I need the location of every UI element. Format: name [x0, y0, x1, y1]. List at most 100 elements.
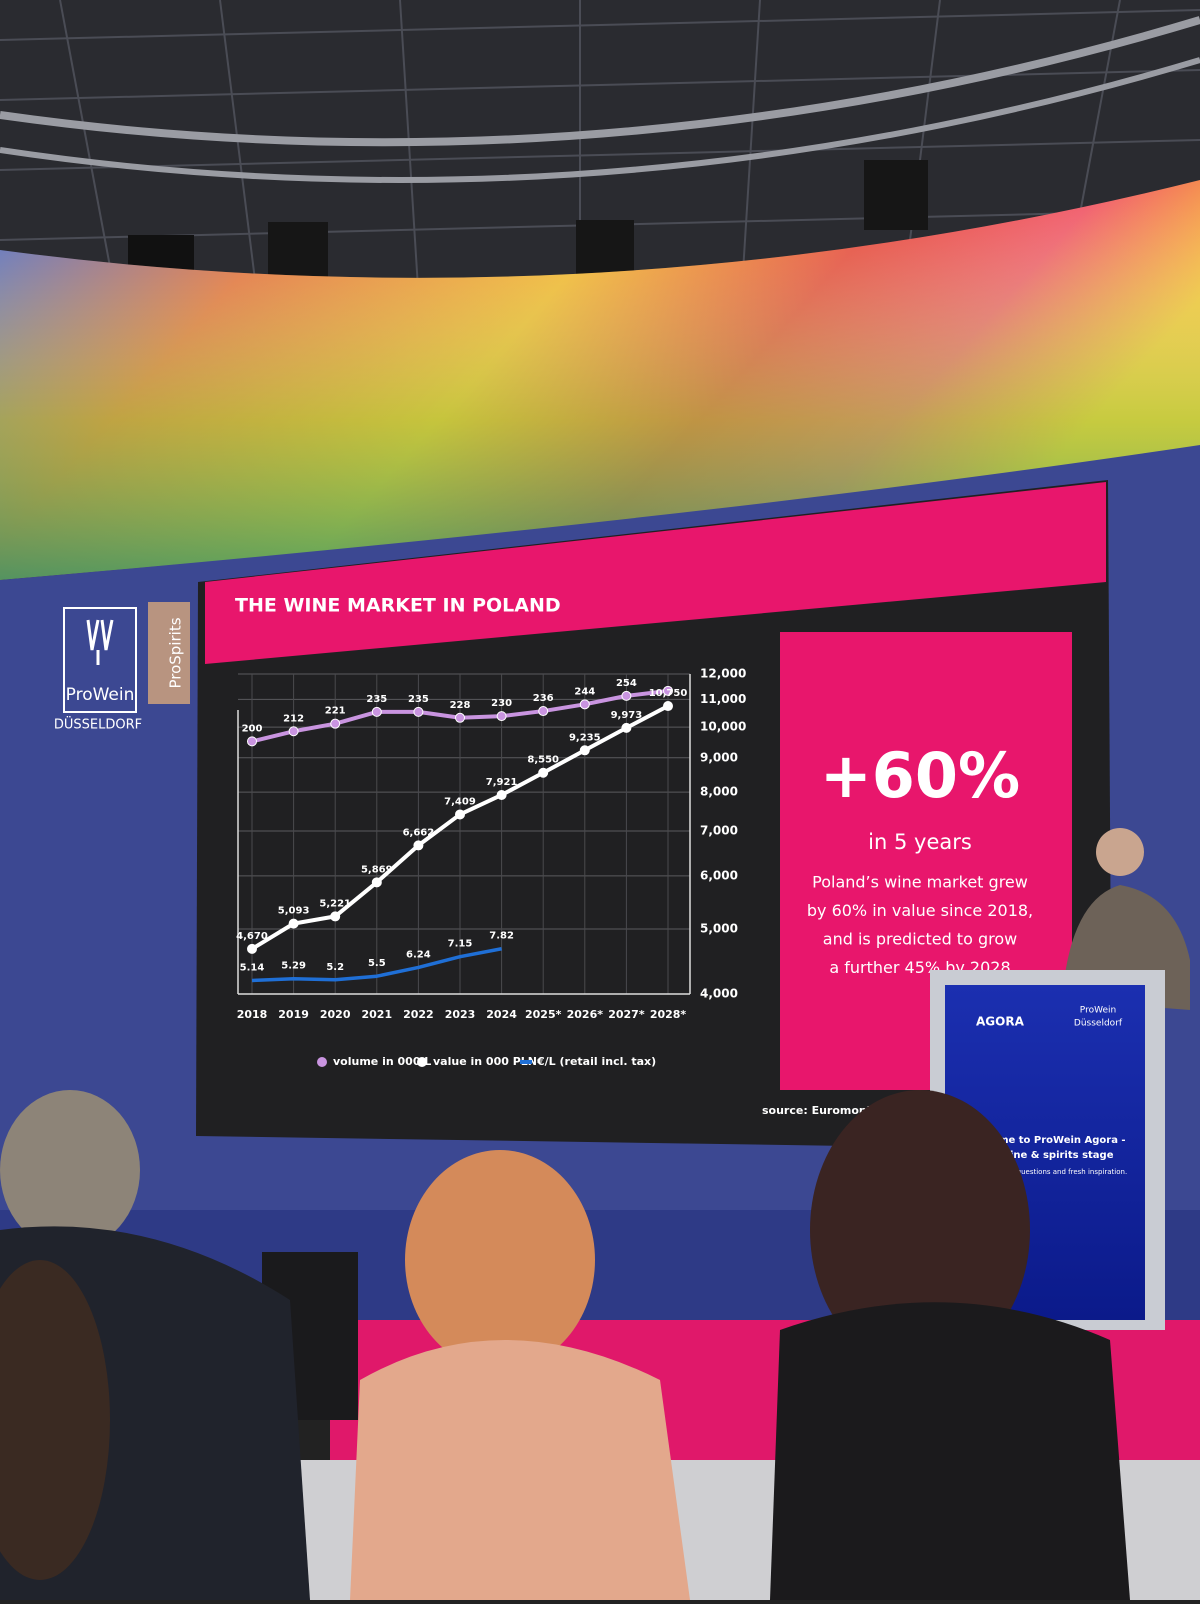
- callout-body: Poland’s wine market grew by 60% in value…: [807, 873, 1033, 978]
- point: [413, 706, 424, 717]
- data-label: 6.24: [406, 949, 431, 960]
- audience-body: [350, 1340, 690, 1600]
- point: [538, 706, 549, 717]
- data-label: 7.15: [448, 939, 473, 950]
- data-label: 236: [533, 693, 554, 704]
- y-tick-label: 7,000: [700, 823, 738, 837]
- point: [413, 840, 424, 851]
- partner-text: ProSpirits: [167, 617, 185, 688]
- audience-head: [405, 1150, 595, 1370]
- legend-label: €/L (retail incl. tax): [536, 1055, 656, 1068]
- callout-line: and is predicted to grow: [823, 930, 1017, 949]
- y-tick-label: 10,000: [700, 720, 746, 734]
- point: [621, 722, 632, 733]
- data-label: 221: [325, 706, 346, 717]
- point: [663, 685, 673, 696]
- point: [579, 745, 590, 756]
- data-label: 8,550: [527, 755, 559, 766]
- x-tick-label: 2026*: [567, 1008, 604, 1021]
- podium-logo: ProWein: [1080, 1006, 1116, 1016]
- callout-subhead: in 5 years: [868, 830, 972, 854]
- y-tick-label: 6,000: [700, 868, 738, 882]
- data-label: 6,662: [403, 827, 435, 838]
- y-tick-label: 11,000: [700, 692, 746, 706]
- data-label: 235: [408, 694, 429, 705]
- y-tick-label: 5,000: [700, 922, 738, 936]
- data-label: 9,973: [611, 710, 643, 721]
- logo-icon: [86, 619, 114, 665]
- point: [330, 718, 341, 729]
- partner-logo: [148, 602, 190, 704]
- point: [288, 726, 299, 737]
- data-label: 5.2: [326, 962, 344, 973]
- legend-label: volume in 000 L: [333, 1055, 431, 1068]
- series-line: [251, 947, 502, 983]
- data-label: 10,750: [649, 688, 688, 699]
- point: [330, 911, 341, 922]
- stage-light: [268, 222, 328, 284]
- x-tick-label: 2027*: [608, 1008, 645, 1021]
- legend-swatch: [317, 1057, 327, 1067]
- data-label: 7,921: [486, 777, 518, 788]
- data-label: 9,235: [569, 732, 601, 743]
- point: [496, 789, 507, 800]
- source: source: Euromoni: [762, 1104, 871, 1117]
- truss: [0, 57, 1200, 183]
- x-tick-label: 2021: [361, 1008, 392, 1021]
- data-label: 230: [491, 698, 512, 709]
- data-label: 5,093: [278, 906, 310, 917]
- podium-welcome: Welcome to ProWein Agora -: [964, 1135, 1125, 1146]
- point: [579, 699, 590, 710]
- audience-body: [770, 1302, 1130, 1600]
- data-label: 228: [450, 700, 471, 711]
- data-label: 254: [616, 678, 637, 689]
- x-tick-label: 2020: [320, 1008, 351, 1021]
- callout-line: by 60% in value since 2018,: [807, 901, 1033, 920]
- data-label: 200: [242, 723, 263, 734]
- y-tick-label: 12,000: [700, 667, 746, 681]
- data-label: 5,221: [319, 898, 351, 909]
- point: [247, 943, 257, 954]
- podium-tagline: Big ideas, bold questions and fresh insp…: [963, 1168, 1127, 1176]
- point: [663, 701, 673, 712]
- point: [621, 690, 632, 701]
- logo-frame: [63, 607, 137, 713]
- audience-head: [0, 1090, 140, 1250]
- x-tick-label: 2022: [403, 1008, 434, 1021]
- point: [288, 918, 299, 929]
- x-tick-label: 2025*: [525, 1008, 562, 1021]
- y-tick-label: 8,000: [700, 785, 738, 799]
- data-label: 5.5: [368, 958, 386, 969]
- podium-city: Düsseldorf: [1074, 1019, 1123, 1029]
- data-label: 5.14: [240, 962, 265, 973]
- point: [371, 706, 382, 717]
- y-tick-label: 4,000: [700, 987, 738, 1001]
- data-label: 235: [366, 694, 387, 705]
- logo-city: DÜSSELDORF: [54, 716, 142, 733]
- slide-title: THE WINE MARKET IN POLAND: [235, 595, 561, 617]
- x-tick-label: 2019: [278, 1008, 309, 1021]
- legend-label: value in 000 PLN: [433, 1055, 537, 1068]
- point: [455, 809, 465, 820]
- truss: [0, 16, 1200, 147]
- slide-header: [205, 482, 1106, 664]
- y-tick-label: 9,000: [700, 750, 738, 764]
- legend-swatch: [417, 1057, 427, 1067]
- point: [371, 877, 382, 888]
- led-band-shade: [0, 180, 1200, 580]
- stage-light: [864, 160, 928, 230]
- callout-headline: +60%: [820, 739, 1020, 812]
- data-label: 5.29: [281, 961, 306, 972]
- point: [247, 736, 257, 747]
- audience-head: [810, 1090, 1030, 1370]
- x-tick-label: 2018: [237, 1008, 268, 1021]
- data-label: 5,869: [361, 864, 393, 875]
- logo-text: ProWein: [66, 685, 135, 705]
- x-tick-label: 2023: [445, 1008, 476, 1021]
- audience-hair: [0, 1260, 110, 1580]
- podium-brand: AGORA: [976, 1015, 1025, 1029]
- chart: 4,000 5,000 6,000 7,000 8,000 9,000 10,000 11,0…: [236, 667, 746, 1069]
- point: [455, 712, 465, 723]
